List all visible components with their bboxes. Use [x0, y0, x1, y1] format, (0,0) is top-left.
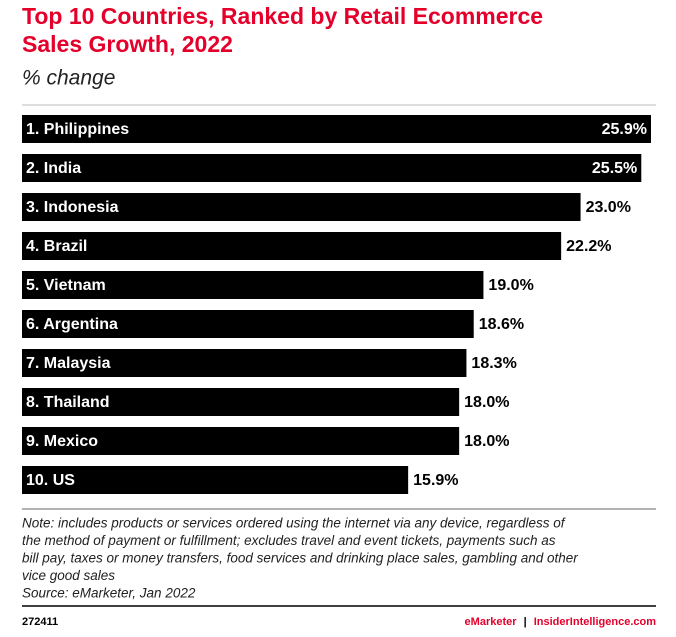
category-label: 5. Vietnam	[26, 277, 106, 294]
bar	[22, 154, 642, 182]
chart-title: Sales Growth, 2022	[22, 31, 233, 57]
bar	[22, 349, 467, 377]
note: vice good sales	[22, 568, 115, 583]
note: bill pay, taxes or money transfers, food…	[22, 551, 578, 566]
category-label: 1. Philippines	[26, 121, 129, 138]
value-label: 25.9%	[602, 121, 647, 138]
value-label: 25.5%	[592, 160, 637, 177]
value-label: 19.0%	[488, 277, 533, 294]
chart-title: Top 10 Countries, Ranked by Retail Ecomm…	[22, 3, 543, 29]
value-label: 15.9%	[413, 472, 458, 489]
source: Source: eMarketer, Jan 2022	[22, 586, 196, 601]
bar	[22, 271, 484, 299]
bar	[22, 310, 474, 338]
value-label: 18.6%	[479, 316, 524, 333]
value-label: 18.0%	[464, 433, 509, 450]
category-label: 7. Malaysia	[26, 355, 111, 372]
category-label: 9. Mexico	[26, 433, 98, 450]
category-label: 6. Argentina	[26, 316, 118, 333]
note: the method of payment or fulfillment; ex…	[22, 533, 556, 548]
value-label: 18.0%	[464, 394, 509, 411]
bar	[22, 115, 651, 143]
value-label: 22.2%	[566, 238, 611, 255]
bar	[22, 193, 581, 221]
note: Note: includes products or services orde…	[22, 516, 566, 531]
category-label: 8. Thailand	[26, 394, 110, 411]
value-label: 18.3%	[471, 355, 516, 372]
footer-brand: eMarketer | InsiderIntelligence.com	[465, 616, 657, 628]
bar	[22, 466, 409, 494]
bar	[22, 232, 562, 260]
category-label: 10. US	[26, 472, 75, 489]
category-label: 3. Indonesia	[26, 199, 119, 216]
brand: eMarketer	[465, 616, 518, 628]
bar	[22, 427, 460, 455]
value-label: 23.0%	[586, 199, 631, 216]
separator: |	[524, 616, 527, 628]
bar	[22, 388, 460, 416]
category-label: 2. India	[26, 160, 81, 177]
chart-id: 272411	[22, 616, 58, 628]
category-label: 4. Brazil	[26, 238, 87, 255]
site: InsiderIntelligence.com	[534, 616, 656, 628]
chart-subtitle: % change	[22, 67, 115, 90]
